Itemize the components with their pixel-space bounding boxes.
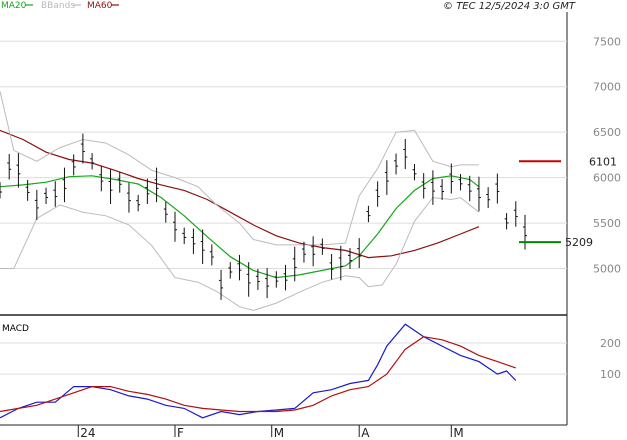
price-y-tick-label: 5000: [593, 263, 621, 276]
legend-ma20-label: MA20: [1, 1, 27, 11]
x-axis-ticks: 24 F M A M: [77, 425, 464, 440]
legend-ma60-label: MA60: [87, 1, 113, 11]
price-bars: [0, 133, 527, 300]
x-tick-label: F: [177, 426, 184, 440]
price-y-tick-label: 5500: [593, 217, 621, 230]
macd-title: MACD: [2, 324, 29, 334]
series-bbands-lower: [0, 197, 480, 311]
legend-bbands-label: BBands: [41, 1, 75, 11]
level-label: 5209: [565, 236, 593, 249]
price-series: [0, 91, 527, 311]
price-y-tick-label: 7500: [593, 35, 621, 48]
macd-series: [0, 323, 517, 419]
series-ma20: [0, 175, 480, 279]
macd-series-signal: [0, 336, 516, 413]
price-panel-frame: [0, 12, 567, 314]
series-ma60: [0, 129, 480, 259]
legend: MA20 BBands MA60: [1, 1, 119, 11]
price-y-tick-label: 7000: [593, 81, 621, 94]
macd-grid: [0, 342, 567, 375]
macd-y-tick-label: 100: [600, 368, 621, 381]
x-tick-label: M: [453, 426, 463, 440]
x-tick-label: A: [361, 426, 370, 440]
level-marks: 6101 5209: [519, 155, 617, 249]
copyright-text: © TEC 12/5/2024 3:0 GMT: [443, 1, 576, 12]
x-tick-label: M: [274, 426, 284, 440]
price-y-tick-label: 6500: [593, 126, 621, 139]
price-y-tick-label: 6000: [593, 172, 621, 185]
macd-y-tick-label: 200: [600, 337, 621, 350]
level-label: 6101: [589, 155, 617, 168]
x-tick-label: 24: [80, 426, 95, 440]
y-axis-ticks: 7500 7000 6500 6000 5500 5000 200 100: [593, 35, 621, 381]
price-grid: [0, 40, 567, 270]
